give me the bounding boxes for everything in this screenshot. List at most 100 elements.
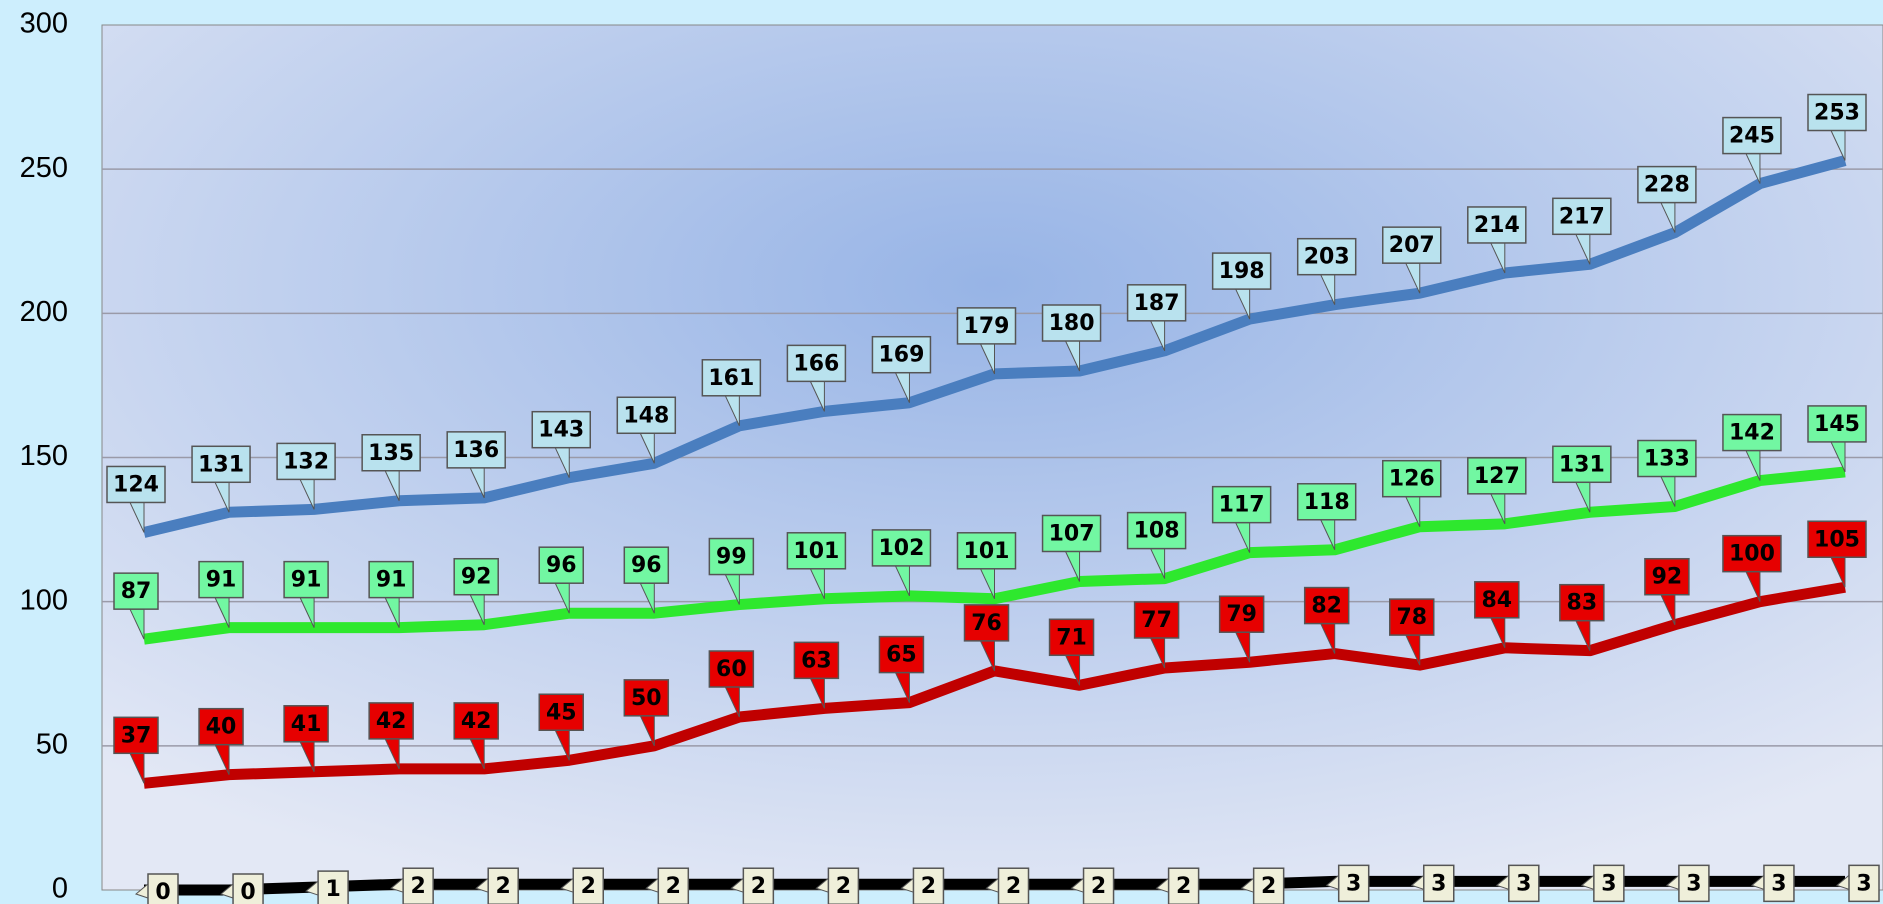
data-label: 135 — [361, 434, 421, 501]
data-label: 2 — [730, 867, 775, 904]
label-box — [616, 396, 677, 435]
data-label-text: 2 — [666, 874, 681, 899]
label-box — [1048, 618, 1095, 657]
data-label-text: 45 — [546, 700, 577, 725]
data-label-text: 41 — [291, 712, 322, 737]
data-label: 207 — [1382, 226, 1442, 294]
data-label-text: 60 — [716, 657, 747, 682]
data-label: 78 — [1389, 598, 1435, 666]
data-label-text: 2 — [836, 874, 851, 899]
data-label: 214 — [1467, 206, 1527, 274]
data-label-text: 180 — [1049, 311, 1095, 336]
data-label: 76 — [963, 604, 1010, 672]
data-label: 71 — [1048, 618, 1095, 686]
data-label: 148 — [616, 396, 677, 464]
data-label-text: 245 — [1729, 124, 1775, 149]
data-label: 101 — [786, 532, 847, 599]
data-label: 41 — [283, 705, 329, 772]
label-box — [276, 442, 336, 481]
data-label: 65 — [878, 635, 925, 703]
data-label-text: 2 — [581, 874, 596, 899]
data-label: 37 — [113, 716, 159, 784]
data-label-text: 169 — [878, 343, 924, 368]
label-box — [963, 604, 1010, 642]
data-label: 180 — [1041, 304, 1102, 372]
label-box — [1593, 864, 1625, 903]
label-box — [1637, 439, 1697, 478]
data-label-text: 2 — [496, 874, 511, 899]
data-label: 3 — [1495, 864, 1540, 903]
label-box — [1126, 511, 1187, 550]
data-label: 63 — [793, 641, 840, 709]
data-label: 2 — [1155, 867, 1200, 904]
label-box — [232, 873, 264, 904]
data-label: 60 — [708, 650, 755, 718]
label-box — [1382, 459, 1442, 498]
label-box — [1041, 304, 1102, 342]
data-label-text: 3 — [1856, 871, 1871, 896]
data-label: 124 — [106, 465, 166, 533]
label-box — [1552, 445, 1612, 484]
label-box — [361, 434, 421, 472]
data-label: 105 — [1807, 520, 1867, 588]
data-label-text: 132 — [283, 449, 329, 474]
data-label: 101 — [956, 532, 1017, 599]
data-label: 0 — [134, 873, 179, 904]
label-box — [956, 532, 1017, 570]
label-box — [1722, 116, 1782, 155]
data-label: 91 — [283, 560, 329, 628]
label-box — [878, 635, 925, 674]
label-box — [827, 867, 860, 904]
label-box — [742, 867, 775, 904]
data-label-text: 2 — [751, 874, 766, 899]
label-box — [1303, 586, 1350, 625]
label-box — [1474, 581, 1520, 619]
data-label: 82 — [1303, 586, 1350, 654]
label-box — [708, 537, 755, 576]
data-label: 45 — [538, 693, 584, 761]
label-box — [487, 867, 519, 904]
y-tick-label: 150 — [20, 440, 68, 472]
label-box — [1763, 864, 1795, 903]
data-label: 126 — [1382, 459, 1442, 527]
data-label-text: 124 — [113, 472, 159, 497]
data-label: 92 — [453, 557, 499, 625]
data-label-text: 65 — [886, 643, 917, 668]
label-box — [1389, 598, 1435, 636]
label-box — [1211, 485, 1272, 524]
label-box — [453, 557, 499, 596]
data-label-text: 179 — [964, 314, 1010, 339]
y-tick-label: 100 — [20, 584, 68, 616]
data-label: 99 — [708, 537, 755, 605]
data-label-text: 101 — [964, 539, 1010, 564]
label-box — [531, 410, 591, 449]
y-tick-label: 200 — [20, 296, 68, 328]
data-label: 143 — [531, 410, 591, 478]
data-label-text: 214 — [1474, 213, 1520, 238]
data-label-text: 143 — [538, 418, 584, 443]
data-label-text: 3 — [1516, 871, 1531, 896]
data-label: 84 — [1474, 581, 1520, 649]
data-label: 92 — [1644, 557, 1690, 625]
data-label: 2 — [900, 867, 945, 904]
label-box — [1252, 867, 1285, 904]
data-label-text: 76 — [971, 611, 1002, 636]
data-label-text: 161 — [708, 366, 754, 391]
data-label: 42 — [368, 702, 414, 770]
label-box — [1807, 405, 1867, 443]
label-box — [368, 560, 414, 599]
label-box — [113, 572, 159, 610]
data-label-text: 126 — [1389, 467, 1435, 492]
label-box — [657, 867, 690, 904]
data-label-text: 127 — [1474, 464, 1520, 489]
data-label-text: 0 — [240, 880, 255, 904]
data-label: 253 — [1807, 93, 1867, 161]
label-box — [1848, 864, 1880, 903]
label-box — [147, 873, 179, 904]
data-label: 79 — [1218, 595, 1265, 663]
data-label-text: 37 — [121, 723, 152, 748]
data-label-text: 84 — [1481, 588, 1512, 613]
label-box — [1041, 514, 1102, 553]
data-label: 198 — [1211, 252, 1272, 320]
